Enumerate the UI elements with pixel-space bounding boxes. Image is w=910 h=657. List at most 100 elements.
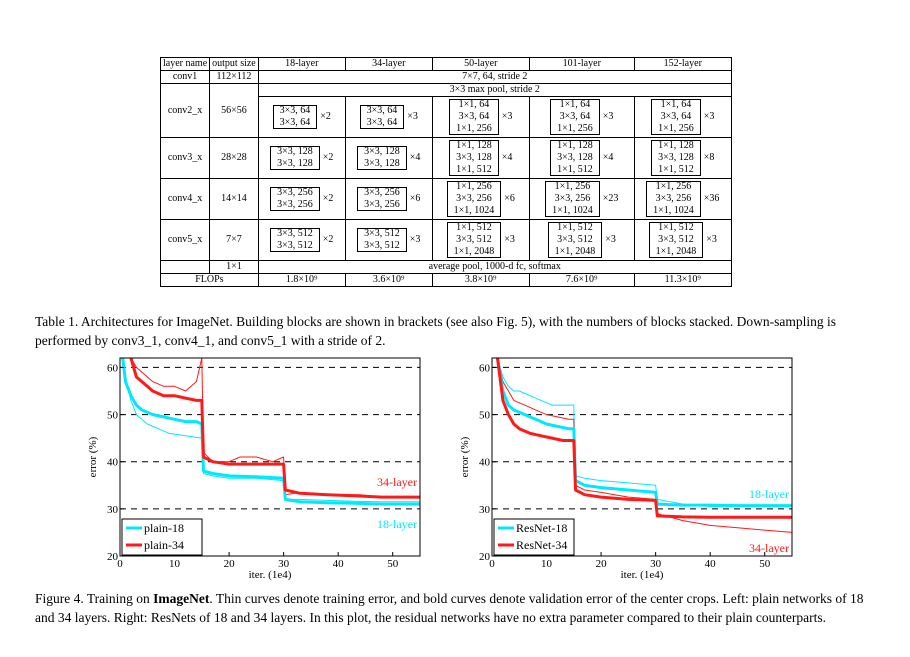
block-matrix: 3×3, 128 3×3, 128 [357,146,407,170]
block-layer: 3×3, 128 [277,158,313,169]
table-row: conv4_x 14×14 3×3, 256 3×3, 256 ×2 3×3, 256… [159,178,732,220]
block-matrix: 1×1, 64 3×3, 64 1×1, 256 [651,99,701,135]
block-bracket: 3×3, 256 3×3, 256 ×6 [357,187,420,211]
block-multiplier: ×4 [602,152,614,163]
block-matrix: 1×1, 64 3×3, 64 1×1, 256 [550,99,600,135]
architecture-table: layer name output size 18-layer 34-layer… [159,57,732,287]
block-multiplier: ×3 [501,111,513,122]
y-tick-label: 50 [107,410,119,422]
x-tick-label: 10 [541,558,553,570]
block-layer: 3×3, 64 [366,117,398,128]
series-annotation: 34-layer [749,541,789,555]
flops-value: 3.8×10⁹ [431,273,530,287]
row-label [159,260,211,274]
block-multiplier: ×3 [605,234,616,245]
block-layer: 1×1, 2048 [655,246,697,257]
block-layer: 3×3, 64 [660,111,692,122]
block-multiplier: ×2 [322,152,334,163]
output-size: 56×56 [209,83,259,138]
block-layer: 1×1, 256 [456,181,492,192]
block-bracket: 3×3, 64 3×3, 64 ×2 [272,105,331,129]
block-cell: 1×1, 512 3×3, 512 1×1, 2048 ×3 [431,219,530,261]
block-multiplier: ×2 [322,193,334,204]
series-line-plain-18-val [121,358,420,506]
output-size: 28×28 [209,137,259,179]
block-multiplier: ×3 [407,111,418,122]
block-bracket: 1×1, 64 3×3, 64 1×1, 256 ×3 [550,99,613,135]
block-layer: 1×1, 1024 [653,205,694,216]
y-tick-label: 40 [479,457,491,469]
block-layer: 1×1, 256 [554,181,591,192]
block-bracket: 1×1, 64 3×3, 64 1×1, 256 ×3 [449,99,512,135]
block-layer: 1×1, 2048 [453,246,495,257]
table-row: conv3_x 28×28 3×3, 128 3×3, 128 ×2 3×3, 128… [159,137,732,179]
block-layer: 3×3, 128 [364,146,400,157]
block-layer: 1×1, 512 [456,222,492,233]
block-cell: 1×1, 64 3×3, 64 1×1, 256 ×3 [633,96,732,138]
block-layer: 3×3, 256 [364,187,400,198]
block-layer: 1×1, 512 [658,164,694,175]
block-multiplier: ×2 [320,111,331,122]
legend-label: ResNet-18 [516,521,567,535]
series-line-plain-34-val [129,358,420,499]
block-cell: 3×3, 128 3×3, 128 ×4 [344,137,433,179]
block-cell: 3×3, 512 3×3, 512 ×3 [344,219,433,261]
legend-label: plain-18 [144,521,184,535]
block-cell: 1×1, 64 3×3, 64 1×1, 256 ×3 [528,96,635,138]
block-layer: 3×3, 256 [364,199,400,210]
block-layer: 3×3, 512 [364,240,400,251]
block-multiplier: ×3 [409,234,421,245]
y-axis-label: error (%) [87,436,99,477]
block-multiplier: ×6 [409,193,421,204]
x-tick-label: 20 [224,558,236,570]
block-cell: 3×3, 64 3×3, 64 ×3 [344,96,433,138]
block-multiplier: ×4 [409,152,421,163]
block-matrix: 3×3, 512 3×3, 512 [270,228,320,252]
y-tick-label: 20 [107,551,119,563]
block-matrix: 3×3, 64 3×3, 64 [359,105,405,129]
figure-caption-prefix: Figure 4. Training on [35,591,154,606]
block-layer: 1×1, 2048 [554,246,596,257]
block-bracket: 3×3, 128 3×3, 128 ×4 [357,146,420,170]
block-bracket: 1×1, 128 3×3, 128 1×1, 512 ×4 [449,140,512,176]
figure-caption-text: . Thin curves denote training error, and… [35,591,864,625]
block-layer: 3×3, 64 [559,111,591,122]
block-layer: 3×3, 256 [277,187,313,198]
legend-box [493,518,575,556]
block-layer: 3×3, 64 [458,111,490,122]
x-tick-label: 50 [759,558,771,570]
col-header: 50-layer [431,57,530,71]
block-matrix: 3×3, 128 3×3, 128 [270,146,320,170]
block-layer: 1×1, 512 [658,222,694,233]
conv1-spec: 7×7, 64, stride 2 [257,70,732,84]
flops-value: 11.3×10⁹ [633,273,732,287]
block-cell: 1×1, 128 3×3, 128 1×1, 512 ×8 [633,137,732,179]
block-layer: 1×1, 64 [458,99,490,110]
block-layer: 3×3, 512 [364,228,400,239]
row-label: conv1 [159,70,211,84]
block-cell: 1×1, 128 3×3, 128 1×1, 512 ×4 [528,137,635,179]
block-layer: 3×3, 64 [366,105,398,116]
output-size: 1×1 [209,260,259,274]
block-multiplier: ×3 [706,234,717,245]
figure-caption-bold: ImageNet [153,591,210,606]
block-multiplier: ×4 [501,152,513,163]
legend-box [121,518,203,556]
series-annotation: 18-layer [377,517,417,531]
block-matrix: 1×1, 256 3×3, 256 1×1, 1024 [545,181,600,217]
col-header: output size [209,57,259,71]
output-size: 14×14 [209,178,259,220]
col-header: 34-layer [344,57,433,71]
block-multiplier: ×3 [703,111,715,122]
block-multiplier: ×8 [703,152,715,163]
block-multiplier: ×3 [602,111,614,122]
block-bracket: 3×3, 64 3×3, 64 ×3 [359,105,418,129]
block-layer: 3×3, 128 [456,152,492,163]
block-multiplier: ×6 [504,193,515,204]
block-cell: 3×3, 256 3×3, 256 ×2 [257,178,346,220]
plot-frame [119,357,421,557]
x-tick-label: 10 [169,558,181,570]
chart-plain: 0 10 20 30 40 50 20 30 40 50 60 iter. (1e4) error (%… [87,357,421,581]
x-tick-label: 0 [117,558,123,570]
col-header: 101-layer [528,57,635,71]
